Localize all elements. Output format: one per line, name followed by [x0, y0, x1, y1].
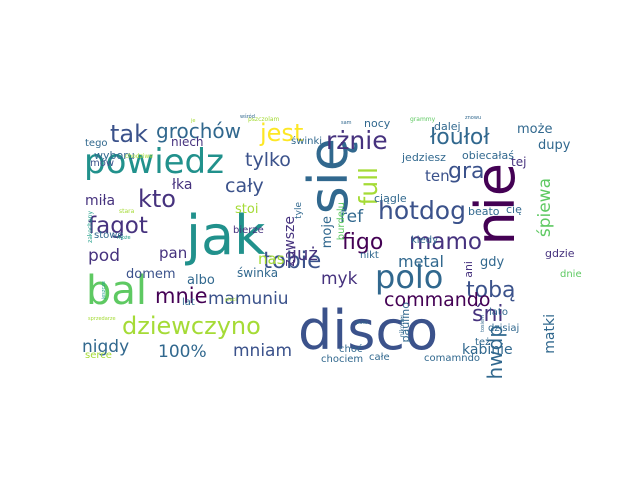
word-cloud-word: grammy: [410, 116, 436, 123]
word-cloud-word: pod: [88, 246, 120, 266]
word-cloud-word: jedziesz: [402, 151, 446, 164]
word-cloud-word: chociem: [321, 354, 364, 365]
word-cloud-word: tej: [511, 155, 527, 169]
word-cloud-word: figo: [342, 230, 384, 255]
word-cloud-word: też: [475, 337, 491, 348]
word-cloud-word: dupy: [538, 138, 571, 153]
word-cloud-word: śni: [472, 302, 504, 327]
word-cloud-word: hotdog: [378, 196, 466, 225]
word-cloud-word: nikt: [360, 250, 379, 261]
word-cloud-word: tobie: [263, 248, 322, 274]
word-cloud-word: łka: [172, 177, 193, 193]
word-cloud-word: niech: [171, 135, 204, 149]
word-cloud-word: dzisiaj: [488, 323, 520, 334]
word-cloud-word: kiedy: [411, 235, 438, 246]
word-cloud-word: mamo: [409, 229, 482, 255]
word-cloud-word: dziewczyno: [122, 312, 261, 340]
word-cloud-word: nigdy: [82, 337, 130, 357]
word-cloud-word: już: [292, 244, 318, 265]
word-cloud-word: comamndo: [424, 353, 481, 364]
word-cloud-word: je: [191, 118, 196, 124]
word-cloud-word: całe: [369, 352, 390, 363]
word-cloud-word: stówę: [94, 230, 124, 241]
word-cloud-word: mamuniu: [208, 289, 289, 309]
word-cloud-word: tak: [110, 120, 149, 148]
word-cloud-word: matki: [542, 314, 558, 354]
word-cloud-word: pszczolam: [248, 116, 280, 123]
word-cloud-word: metal: [398, 252, 444, 271]
word-cloud-word: świnki: [291, 136, 323, 147]
word-cloud-word: sprzedarze: [88, 316, 116, 322]
word-cloud-word: moje: [320, 216, 335, 249]
word-cloud-word: wyboru: [94, 149, 135, 162]
word-cloud-word: albo: [187, 273, 215, 288]
word-cloud-word: stoi: [235, 202, 259, 217]
word-cloud-word: płaci: [225, 297, 237, 303]
word-cloud-word: nikomu: [399, 315, 406, 338]
word-cloud-word: tyle: [294, 202, 304, 219]
word-cloud-word: jest: [260, 119, 304, 147]
word-cloud-word: może: [117, 235, 131, 241]
word-cloud-word: nas: [258, 250, 285, 268]
word-cloud-word: lat: [182, 297, 195, 308]
word-cloud-word: polo: [375, 258, 444, 296]
word-cloud-word: mniam: [233, 341, 293, 361]
word-cloud-word: stara: [119, 208, 135, 215]
word-cloud-word: pan: [159, 244, 188, 262]
word-cloud-word: kto: [138, 185, 176, 213]
word-cloud-word: lato: [489, 307, 508, 318]
word-cloud-word: wśród: [240, 114, 255, 120]
word-cloud-word: domem: [126, 267, 176, 282]
word-cloud-word: ani: [462, 261, 475, 278]
word-cloud-word: śpiewa: [535, 178, 555, 238]
word-cloud-word: gdzie: [545, 247, 575, 260]
word-cloud-word: zakochany: [87, 211, 94, 243]
word-cloud-word: tylko: [245, 149, 291, 171]
word-cloud-word: jeszcze: [101, 281, 107, 300]
word-cloud-word: znowu: [465, 115, 482, 121]
word-cloud-word: chodziwe: [125, 153, 153, 160]
word-cloud-word: 100%: [158, 342, 207, 362]
word-cloud-word: puss: [356, 320, 368, 326]
word-cloud-word: może: [517, 122, 553, 137]
word-cloud-word: ref: [340, 207, 364, 227]
word-cloud-word: grochów: [156, 119, 241, 143]
word-cloud-word: bierze: [233, 225, 264, 236]
word-cloud-word: burdelu: [336, 202, 347, 241]
word-cloud-word: mów: [90, 158, 115, 169]
word-cloud-word: powiedz: [84, 142, 224, 182]
word-cloud-word: commando: [384, 289, 491, 311]
word-cloud: disco jak nie się bal powiedz polo rżnie hotdog f…: [80, 111, 582, 379]
word-cloud-word: miła: [85, 193, 116, 209]
word-cloud-word: tobą: [466, 278, 516, 303]
word-cloud-word: gra: [448, 159, 485, 184]
word-cloud-word: łoułoł: [430, 125, 490, 150]
word-cloud-word: obiecałaś: [462, 149, 514, 162]
word-cloud-word: myk: [321, 269, 358, 289]
word-cloud-word: kabinie: [462, 342, 513, 358]
word-cloud-word: bal: [86, 268, 148, 314]
word-cloud-word: dnie: [560, 269, 582, 280]
word-cloud-word: gdy: [480, 255, 505, 270]
word-cloud-word: ten: [425, 167, 450, 185]
word-cloud-word: cię: [506, 203, 522, 216]
word-cloud-word: beato: [468, 205, 500, 218]
word-cloud-word: dalej: [434, 120, 461, 133]
word-cloud-word: fagot: [88, 213, 148, 239]
word-cloud-word: disco: [298, 299, 439, 362]
word-cloud-word: choć: [339, 344, 363, 355]
word-cloud-word: zawsze: [282, 216, 298, 267]
word-cloud-word: cały: [225, 175, 264, 197]
word-cloud-word: serce: [85, 350, 112, 361]
word-cloud-word: nocy: [364, 117, 391, 130]
word-cloud-word: tego: [85, 138, 108, 149]
word-cloud-word: jak: [186, 204, 266, 267]
word-cloud-word: mnie: [155, 284, 208, 308]
word-cloud-word: ciągle: [374, 192, 407, 205]
word-cloud-word: świnka: [237, 266, 279, 280]
word-cloud-word: rżnie: [326, 126, 388, 155]
word-cloud-word: tosiem: [480, 315, 486, 332]
word-cloud-word: sam: [341, 120, 352, 126]
